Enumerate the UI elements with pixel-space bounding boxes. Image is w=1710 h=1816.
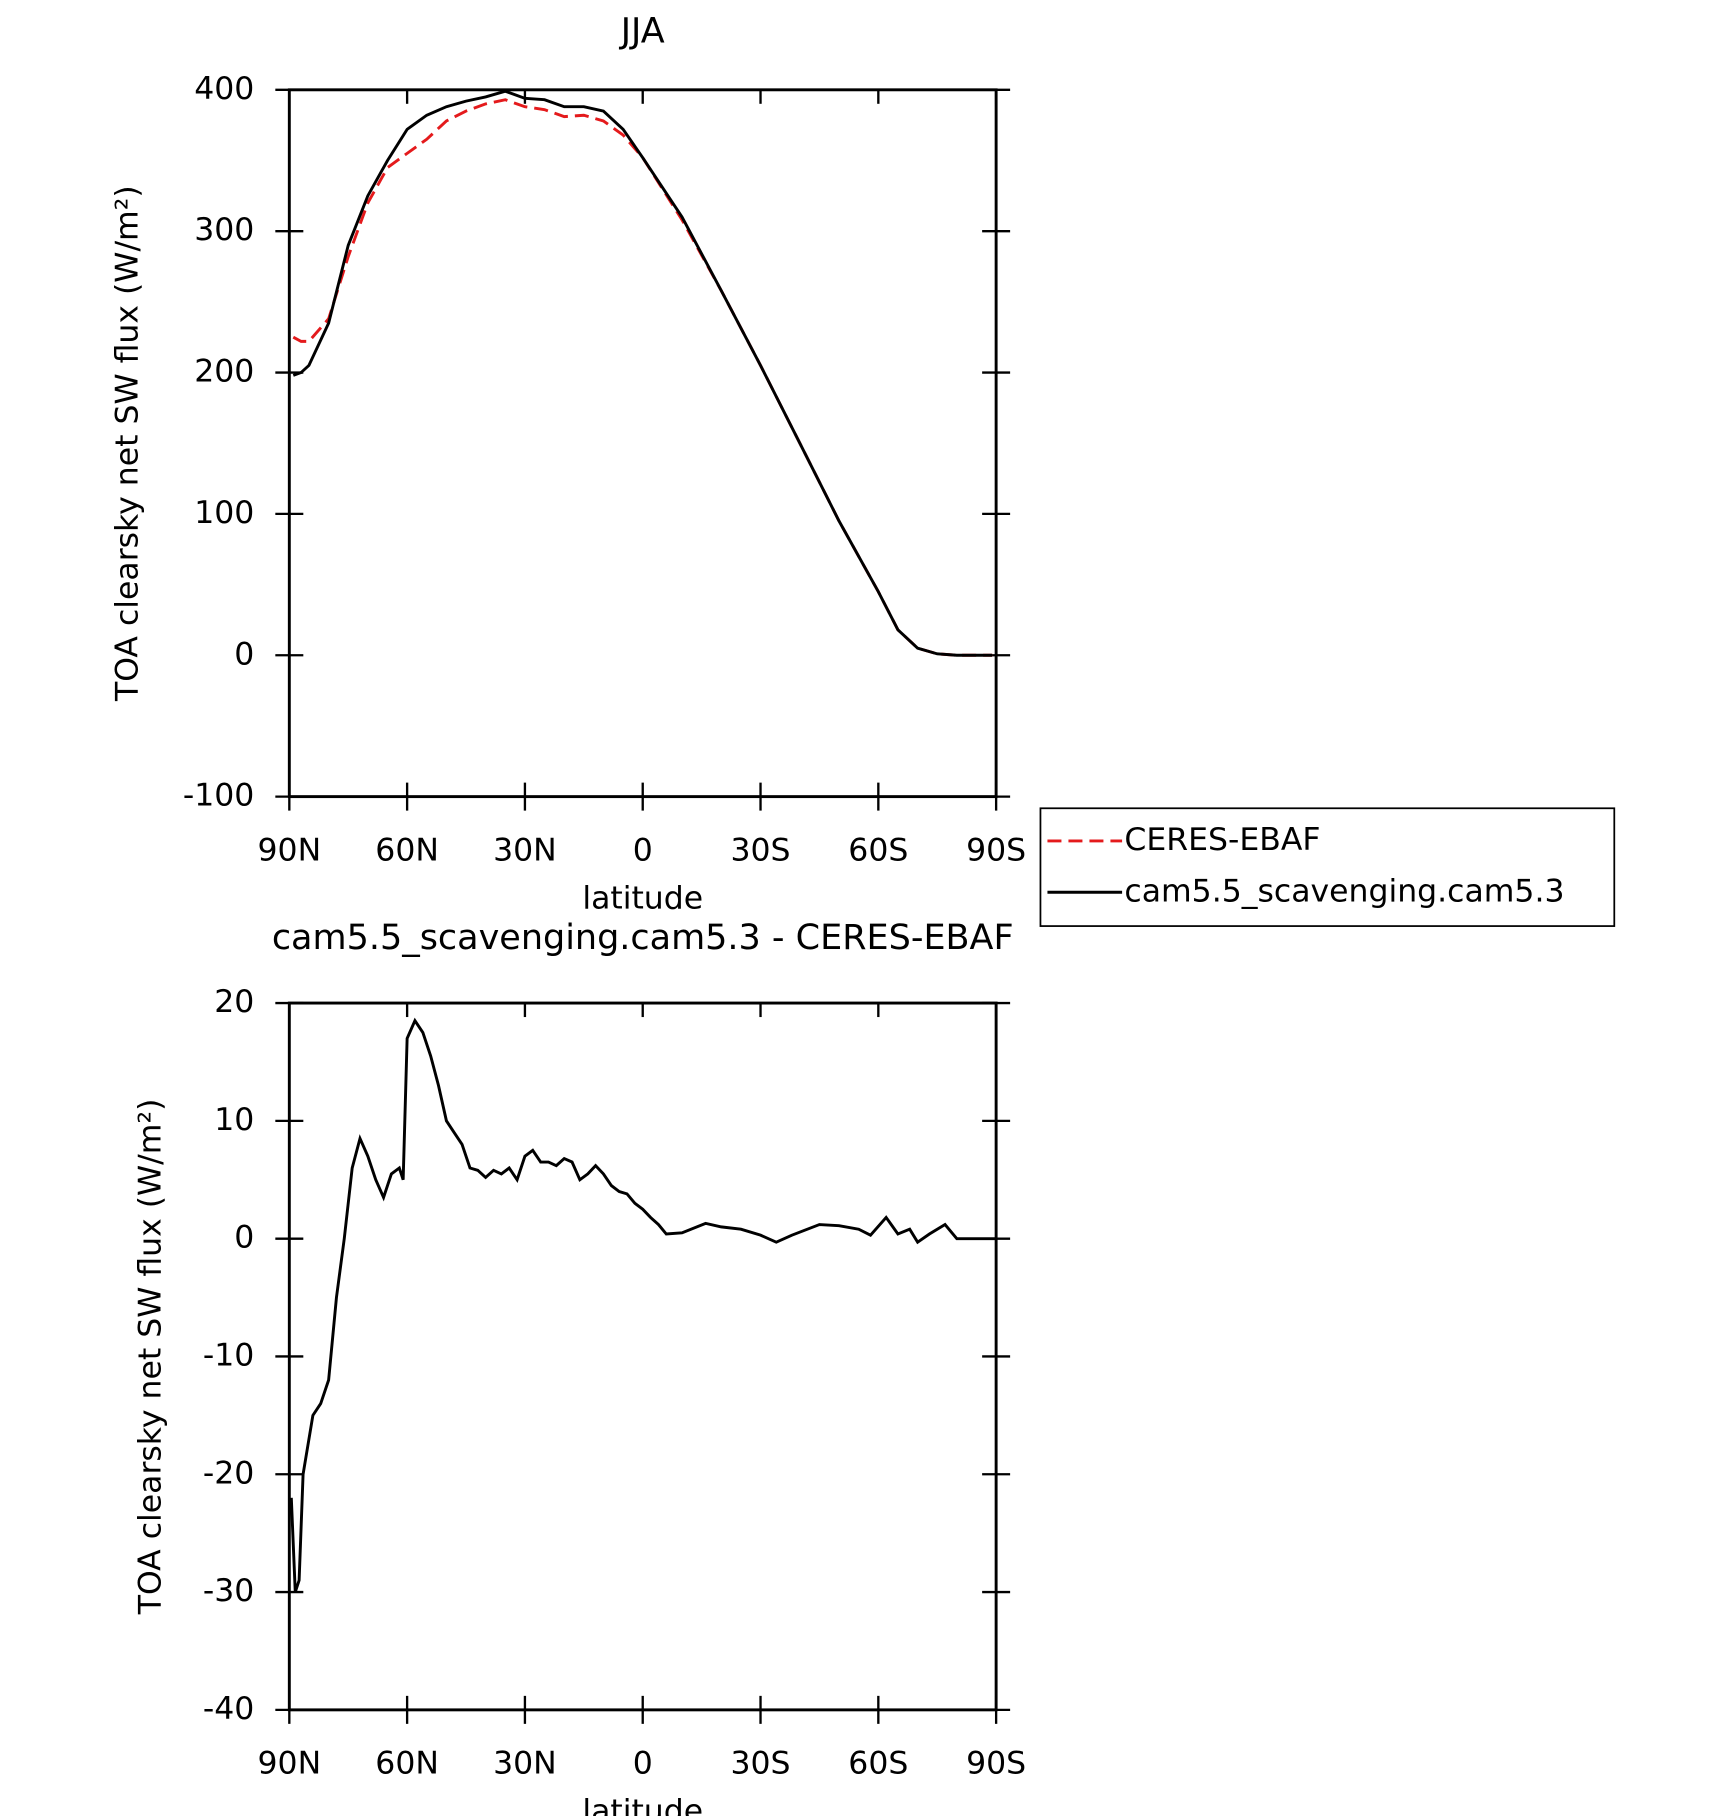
y-tick-label: -40	[203, 1691, 254, 1727]
x-tick-label: 60N	[375, 832, 439, 868]
x-tick-label: 60N	[375, 1746, 439, 1782]
x-tick-label: 30S	[730, 832, 790, 868]
y-tick-label: 10	[214, 1102, 254, 1138]
x-tick-label: 30N	[493, 1746, 557, 1782]
x-tick-label: 60S	[848, 1746, 908, 1782]
x-tick-label: 0	[633, 1746, 653, 1782]
y-tick-label: -10	[203, 1337, 254, 1373]
legend-label: cam5.5_scavenging.cam5.3	[1124, 873, 1564, 909]
data-line	[289, 1017, 997, 1593]
y-tick-label: 20	[214, 984, 254, 1020]
y-tick-label: 0	[234, 636, 254, 672]
y-tick-label: 100	[194, 495, 254, 531]
y-tick-label: -20	[203, 1455, 254, 1491]
y-tick-label: 400	[194, 71, 254, 107]
x-axis-label: latitude	[582, 1794, 703, 1816]
x-tick-label: 30S	[730, 1746, 790, 1782]
y-axis-label: TOA clearsky net SW flux (W/m²)	[133, 1099, 169, 1616]
chart-title: cam5.5_scavenging.cam5.3 - CERES-EBAF	[272, 918, 1014, 958]
x-tick-label: 0	[633, 832, 653, 868]
y-tick-label: -100	[183, 778, 254, 814]
y-axis-label: TOA clearsky net SW flux (W/m²)	[109, 185, 145, 702]
legend-box	[1039, 807, 1616, 927]
x-tick-label: 30N	[493, 832, 557, 868]
x-tick-label: 90N	[258, 1746, 322, 1782]
x-tick-label: 60S	[848, 832, 908, 868]
y-tick-label: 300	[194, 212, 254, 248]
data-line	[292, 98, 993, 657]
plot-frame	[287, 1001, 998, 1712]
y-tick-label: 0	[234, 1220, 254, 1256]
chart-title: JJA	[619, 12, 665, 52]
x-tick-label: 90N	[258, 832, 322, 868]
data-line	[292, 89, 993, 657]
legend-label: CERES-EBAF	[1124, 822, 1320, 858]
y-tick-label: 200	[194, 354, 254, 390]
x-axis-label: latitude	[582, 880, 703, 916]
x-tick-label: 90S	[966, 832, 1026, 868]
y-tick-label: -30	[203, 1573, 254, 1609]
plot-frame	[287, 88, 998, 799]
x-tick-label: 90S	[966, 1746, 1026, 1782]
